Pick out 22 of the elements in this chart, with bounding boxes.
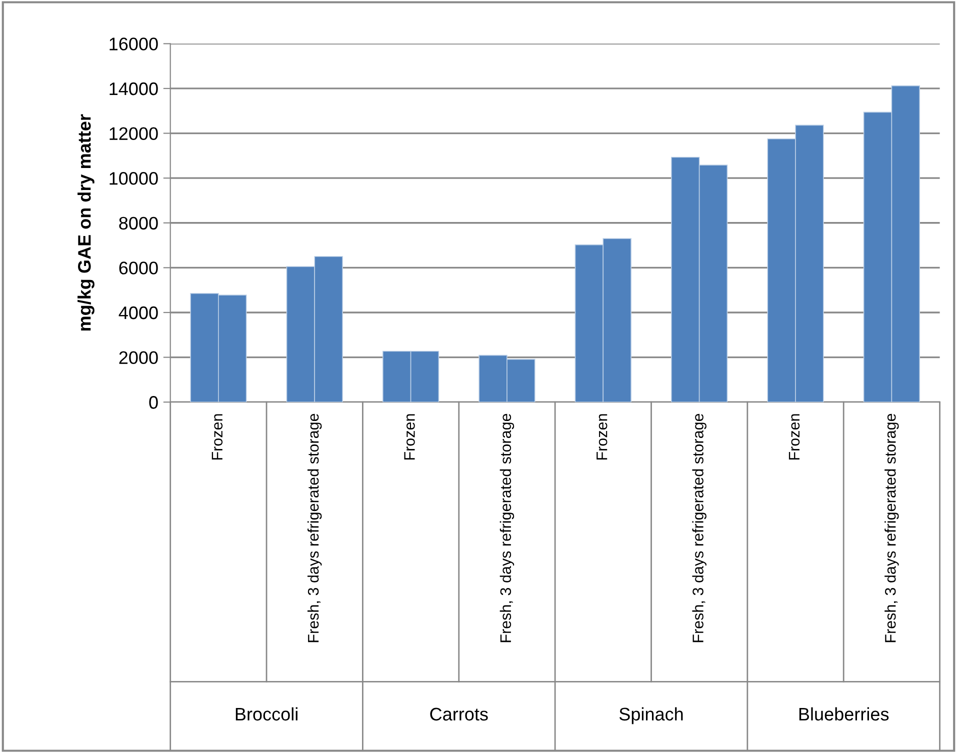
text: Blueberries: [799, 707, 889, 721]
y-tick-label: 16000: [110, 38, 158, 50]
y-tick-label: 12000: [110, 127, 158, 140]
text: Carrots: [430, 708, 488, 721]
y-tick-label: 6000: [119, 262, 158, 274]
x-tick-label: Frozen: [788, 414, 800, 460]
text: Broccoli: [236, 707, 298, 721]
x-tick-label: Fresh, 3 days refrigerated storage: [884, 414, 899, 642]
y-axis-title: mg/kg GAE on dry matter: [78, 114, 94, 331]
x-tick-label: Fresh, 3 days refrigerated storage: [500, 414, 514, 642]
y-tick-label: 10000: [110, 172, 158, 185]
x-tick-label: Frozen: [212, 414, 223, 460]
y-tick-label: 0: [149, 396, 158, 409]
y-tick-label: 14000: [110, 82, 158, 96]
x-tick-label: Fresh, 3 days refrigerated storage: [692, 414, 706, 642]
y-tick-label: 4000: [118, 306, 158, 320]
y-tick-label: 8000: [119, 216, 158, 230]
y-tick-label: 2000: [119, 351, 158, 364]
x-tick-label: Frozen: [596, 414, 608, 460]
x-tick-label: Frozen: [404, 414, 415, 460]
text: Spinach: [619, 707, 683, 724]
x-tick-label: Fresh, 3 days refrigerated storage: [307, 414, 322, 642]
